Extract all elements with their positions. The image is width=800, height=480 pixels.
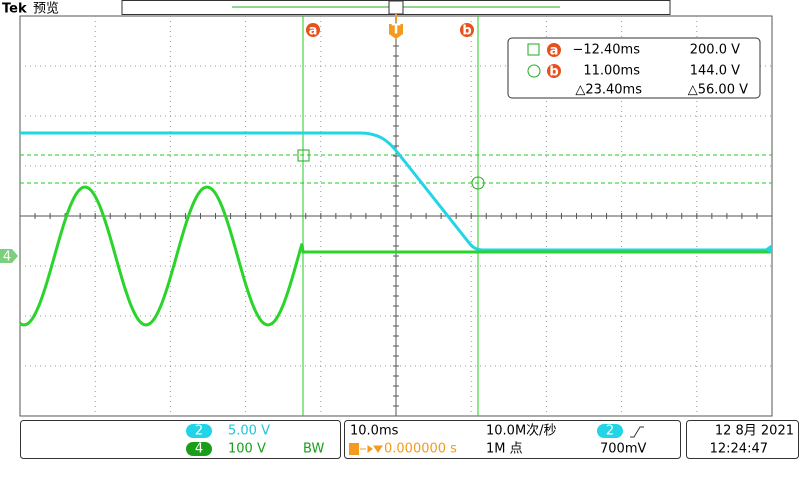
readout-a-label: a xyxy=(550,44,559,59)
bandwidth: BW xyxy=(303,442,324,457)
ch2-scale: 5.00 V xyxy=(228,424,270,439)
record-length: 1M 点 xyxy=(486,442,523,457)
channel-4-trace xyxy=(19,185,772,327)
time: 12:24:47 xyxy=(710,442,768,457)
readout-delta-value: △56.00 V xyxy=(688,83,748,98)
trigger-slope xyxy=(630,426,644,438)
readout-b-time: 11.00ms xyxy=(583,64,640,79)
ch2-badge xyxy=(186,424,212,438)
readout-b-value: 144.0 V xyxy=(690,64,740,79)
ch2-end-marker xyxy=(765,244,772,254)
ch4-scale: 100 V xyxy=(228,442,266,457)
readout-b-label: b xyxy=(549,65,558,80)
readout-b-badge xyxy=(547,64,561,78)
trigger-pos-icon xyxy=(349,443,359,455)
cursor-b-label: b xyxy=(462,24,471,39)
brand: Tek xyxy=(2,2,27,17)
cursor-b-point xyxy=(471,176,485,190)
ch2-label: 2 xyxy=(195,424,203,439)
mode: 预览 xyxy=(33,1,59,17)
ground-marker xyxy=(0,249,18,263)
readout-a-time: −12.40ms xyxy=(572,43,640,58)
trigger-source-badge xyxy=(597,424,623,438)
trigger-pos-arrow xyxy=(360,445,383,453)
cursor-a-icon xyxy=(306,23,320,37)
cursor-b-icon xyxy=(460,23,474,37)
clock-panel xyxy=(686,420,799,459)
channel-2-trace xyxy=(20,131,772,252)
trigger-label: T xyxy=(392,23,401,38)
readout-a-icon xyxy=(527,43,540,56)
date: 12 8月 2021 xyxy=(715,424,794,439)
readout-delta-time: △23.40ms xyxy=(575,83,642,98)
readout-box xyxy=(507,37,761,99)
timebase: 10.0ms xyxy=(350,424,399,439)
cursor-a-label: a xyxy=(309,24,318,39)
trigger-source: 2 xyxy=(606,424,614,439)
trigger-level: 700mV xyxy=(600,442,646,457)
ch4-label: 4 xyxy=(195,442,203,457)
readout-a-value: 200.0 V xyxy=(690,43,740,58)
trigger-position: 0.000000 s xyxy=(384,442,457,457)
graticule xyxy=(19,15,773,417)
readout-a-badge xyxy=(547,43,561,57)
sample-rate: 10.0M次/秒 xyxy=(486,423,557,439)
record-trigger xyxy=(388,0,404,15)
readout-b-icon xyxy=(527,64,541,78)
ground-label: 4 xyxy=(3,250,11,265)
ch4-badge xyxy=(186,442,212,456)
trigger-icon xyxy=(389,24,403,39)
channel-panel xyxy=(20,420,341,459)
cursor-a-point xyxy=(297,149,310,162)
timebase-panel xyxy=(344,420,681,459)
